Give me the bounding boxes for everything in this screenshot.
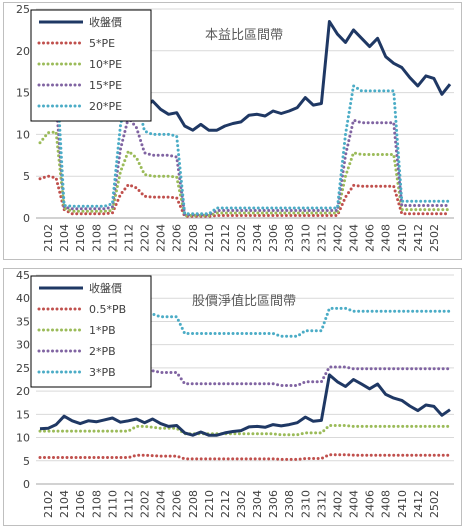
- x-tick-label: 2310: [299, 224, 312, 252]
- x-tick-label: 2210: [203, 490, 216, 518]
- x-tick-label: 2108: [90, 490, 103, 518]
- x-tick-label: 2408: [380, 224, 393, 252]
- x-tick-label: 2104: [58, 490, 71, 518]
- x-tick-label: 2206: [171, 224, 184, 252]
- series-line-3: [38, 88, 452, 217]
- series-line-1: [38, 174, 452, 218]
- x-tick-label: 2404: [348, 224, 361, 252]
- x-tick-label: 2210: [203, 224, 216, 252]
- series-line-4: [38, 45, 452, 216]
- x-tick-label: 2502: [428, 224, 441, 252]
- series-line-1: [38, 453, 452, 461]
- legend: [30, 9, 152, 122]
- x-tick-label: 2106: [74, 224, 87, 252]
- y-tick-label: 5: [23, 455, 30, 468]
- x-tick-label: 2212: [219, 224, 232, 252]
- x-tick-label: 2202: [139, 224, 152, 252]
- x-tick-label: 2110: [106, 224, 119, 252]
- legend-label: 20*PE: [89, 100, 122, 113]
- x-tick-label: 2406: [364, 224, 377, 252]
- series-line-2: [38, 130, 452, 217]
- x-tick-label: 2306: [267, 224, 280, 252]
- y-tick-label: 25: [16, 362, 30, 375]
- x-tick-label: 2212: [219, 490, 232, 518]
- x-tick-label: 2204: [155, 224, 168, 252]
- y-tick-label: 45: [16, 269, 30, 282]
- x-tick-label: 2312: [315, 490, 328, 518]
- x-tick-label: 2208: [187, 224, 200, 252]
- legend-label: 15*PE: [89, 79, 122, 92]
- y-tick-label: 20: [16, 45, 30, 58]
- y-tick-label: 15: [16, 408, 30, 421]
- x-tick-label: 2104: [58, 224, 71, 252]
- x-tick-label: 2308: [283, 490, 296, 518]
- series-line-0: [39, 373, 451, 437]
- x-tick-label: 2502: [428, 490, 441, 518]
- x-tick-label: 2202: [139, 490, 152, 518]
- y-tick-label: 20: [16, 385, 30, 398]
- x-tick-label: 2310: [299, 490, 312, 518]
- x-tick-label: 2112: [122, 224, 135, 252]
- y-tick-label: 0: [23, 478, 30, 491]
- y-tick-label: 35: [16, 315, 30, 328]
- x-tick-label: 2112: [122, 490, 135, 518]
- x-tick-label: 2304: [251, 224, 264, 252]
- x-tick-label: 2306: [267, 490, 280, 518]
- x-tick-label: 2206: [171, 490, 184, 518]
- y-tick-label: 15: [16, 87, 30, 100]
- x-tick-label: 2402: [331, 490, 344, 518]
- x-tick-label: 2106: [74, 490, 87, 518]
- y-tick-label: 40: [16, 292, 30, 305]
- x-tick-label: 2102: [42, 224, 55, 252]
- x-tick-label: 2102: [42, 490, 55, 518]
- x-tick-label: 2402: [331, 224, 344, 252]
- x-tick-label: 2406: [364, 490, 377, 518]
- x-tick-label: 2312: [315, 224, 328, 252]
- legend-label: 收盤價: [89, 281, 122, 295]
- x-tick-label: 2408: [380, 490, 393, 518]
- legend-label: 0.5*PB: [89, 303, 126, 316]
- legend-label: 10*PE: [89, 58, 122, 71]
- legend-label: 1*PB: [89, 324, 116, 337]
- y-tick-label: 25: [16, 3, 30, 16]
- legend: [30, 275, 152, 388]
- legend-label: 收盤價: [89, 15, 122, 29]
- x-tick-label: 2412: [412, 490, 425, 518]
- x-tick-label: 2404: [348, 490, 361, 518]
- series-line-2: [38, 424, 452, 437]
- x-tick-label: 2308: [283, 224, 296, 252]
- chart-title: 股價淨值比區間帶: [192, 293, 296, 309]
- y-tick-label: 5: [23, 170, 30, 183]
- x-tick-label: 2110: [106, 490, 119, 518]
- x-tick-label: 2204: [155, 490, 168, 518]
- pb-band-chart: 0 5 10 15 20 25 30 35 40 45 2102 2104 2106 2108 2110 21…: [16, 269, 454, 518]
- legend-label: 5*PE: [89, 37, 115, 50]
- x-tick-label: 2410: [396, 490, 409, 518]
- pe-band-chart-panel: 0 5 10 15 20 25 2102 2104 2106 2108 2110 2112 2202 22…: [3, 2, 462, 260]
- legend-label: 3*PB: [89, 366, 116, 379]
- x-tick-label: 2412: [412, 224, 425, 252]
- pb-band-chart-panel: 0 5 10 15 20 25 30 35 40 45 2102 2104 2106 2108 2110 21…: [3, 268, 462, 526]
- x-tick-label: 2410: [396, 224, 409, 252]
- x-tick-label: 2302: [235, 490, 248, 518]
- x-tick-label: 2302: [235, 224, 248, 252]
- chart-title: 本益比區間帶: [205, 28, 283, 43]
- x-tick-label: 2108: [90, 224, 103, 252]
- x-tick-label: 2304: [251, 490, 264, 518]
- y-tick-label: 10: [16, 432, 30, 445]
- y-tick-label: 10: [16, 128, 30, 141]
- y-tick-label: 30: [16, 339, 30, 352]
- x-tick-label: 2208: [187, 490, 200, 518]
- y-tick-label: 0: [23, 212, 30, 225]
- legend-label: 2*PB: [89, 345, 116, 358]
